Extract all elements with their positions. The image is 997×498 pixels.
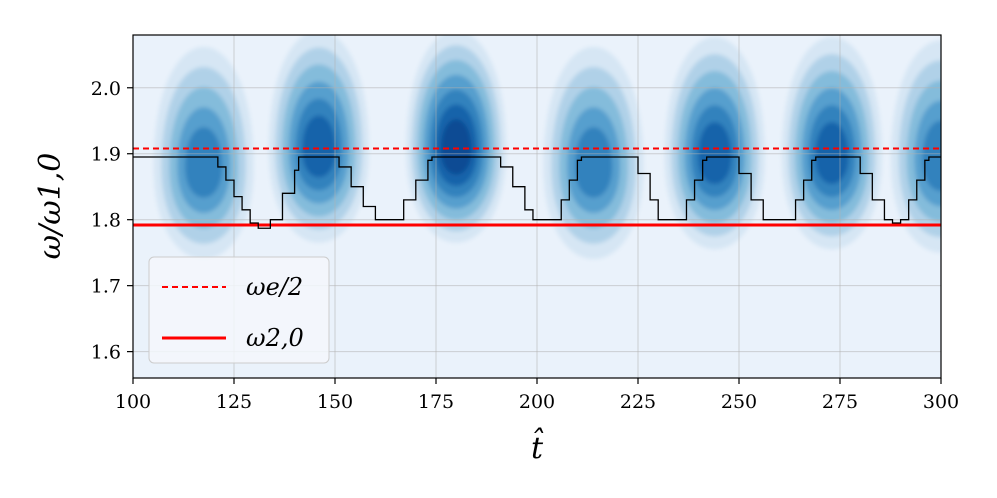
contour-level: [698, 122, 732, 184]
x-tick-label: 175: [418, 391, 454, 413]
contour-blob: [781, 37, 882, 250]
x-tick-label: 125: [216, 391, 252, 413]
legend-label-omega-2-0: ω2,0: [246, 324, 304, 352]
x-tick-label: 100: [115, 391, 151, 413]
contour-blob: [543, 46, 644, 260]
tracking-line-layer: [133, 156, 941, 229]
x-tick-label: 250: [721, 391, 757, 413]
y-tick-label: 1.9: [91, 144, 121, 166]
x-tick-label: 200: [519, 391, 555, 413]
x-axis-label: t̂: [531, 427, 544, 466]
contour-blob: [153, 46, 254, 260]
y-tick-label: 1.8: [91, 210, 121, 232]
tracking-line: [133, 156, 941, 229]
y-axis-ticks: 1.6 1.7 1.8 1.9 2.0: [91, 78, 133, 364]
y-tick-label: 1.7: [91, 276, 121, 298]
x-tick-label: 150: [317, 391, 353, 413]
y-axis-label: ω/ω1,0: [33, 153, 68, 260]
contour-blob: [664, 37, 765, 250]
reference-lines: [133, 147, 941, 227]
x-axis-ticks: 100 125 150 175 200 225 250 275 300: [115, 378, 959, 413]
legend-label-omega-e-half: ωe/2: [246, 273, 303, 301]
y-tick-label: 1.6: [91, 342, 121, 364]
y-tick-label: 2.0: [91, 78, 121, 100]
contour-level: [185, 127, 223, 198]
x-tick-label: 300: [923, 391, 959, 413]
contour-blob: [406, 35, 507, 243]
x-tick-label: 225: [620, 391, 656, 413]
x-tick-label: 275: [822, 391, 858, 413]
contour-level: [440, 119, 472, 175]
legend: ωe/2 ω2,0: [148, 256, 330, 364]
contour-level: [574, 127, 613, 198]
contour-level: [922, 120, 941, 191]
contour-blob: [891, 40, 941, 253]
contour-blob: [268, 35, 369, 243]
contour-layer: [153, 35, 941, 260]
contour-level: [302, 115, 336, 178]
contour-level: [815, 122, 849, 184]
